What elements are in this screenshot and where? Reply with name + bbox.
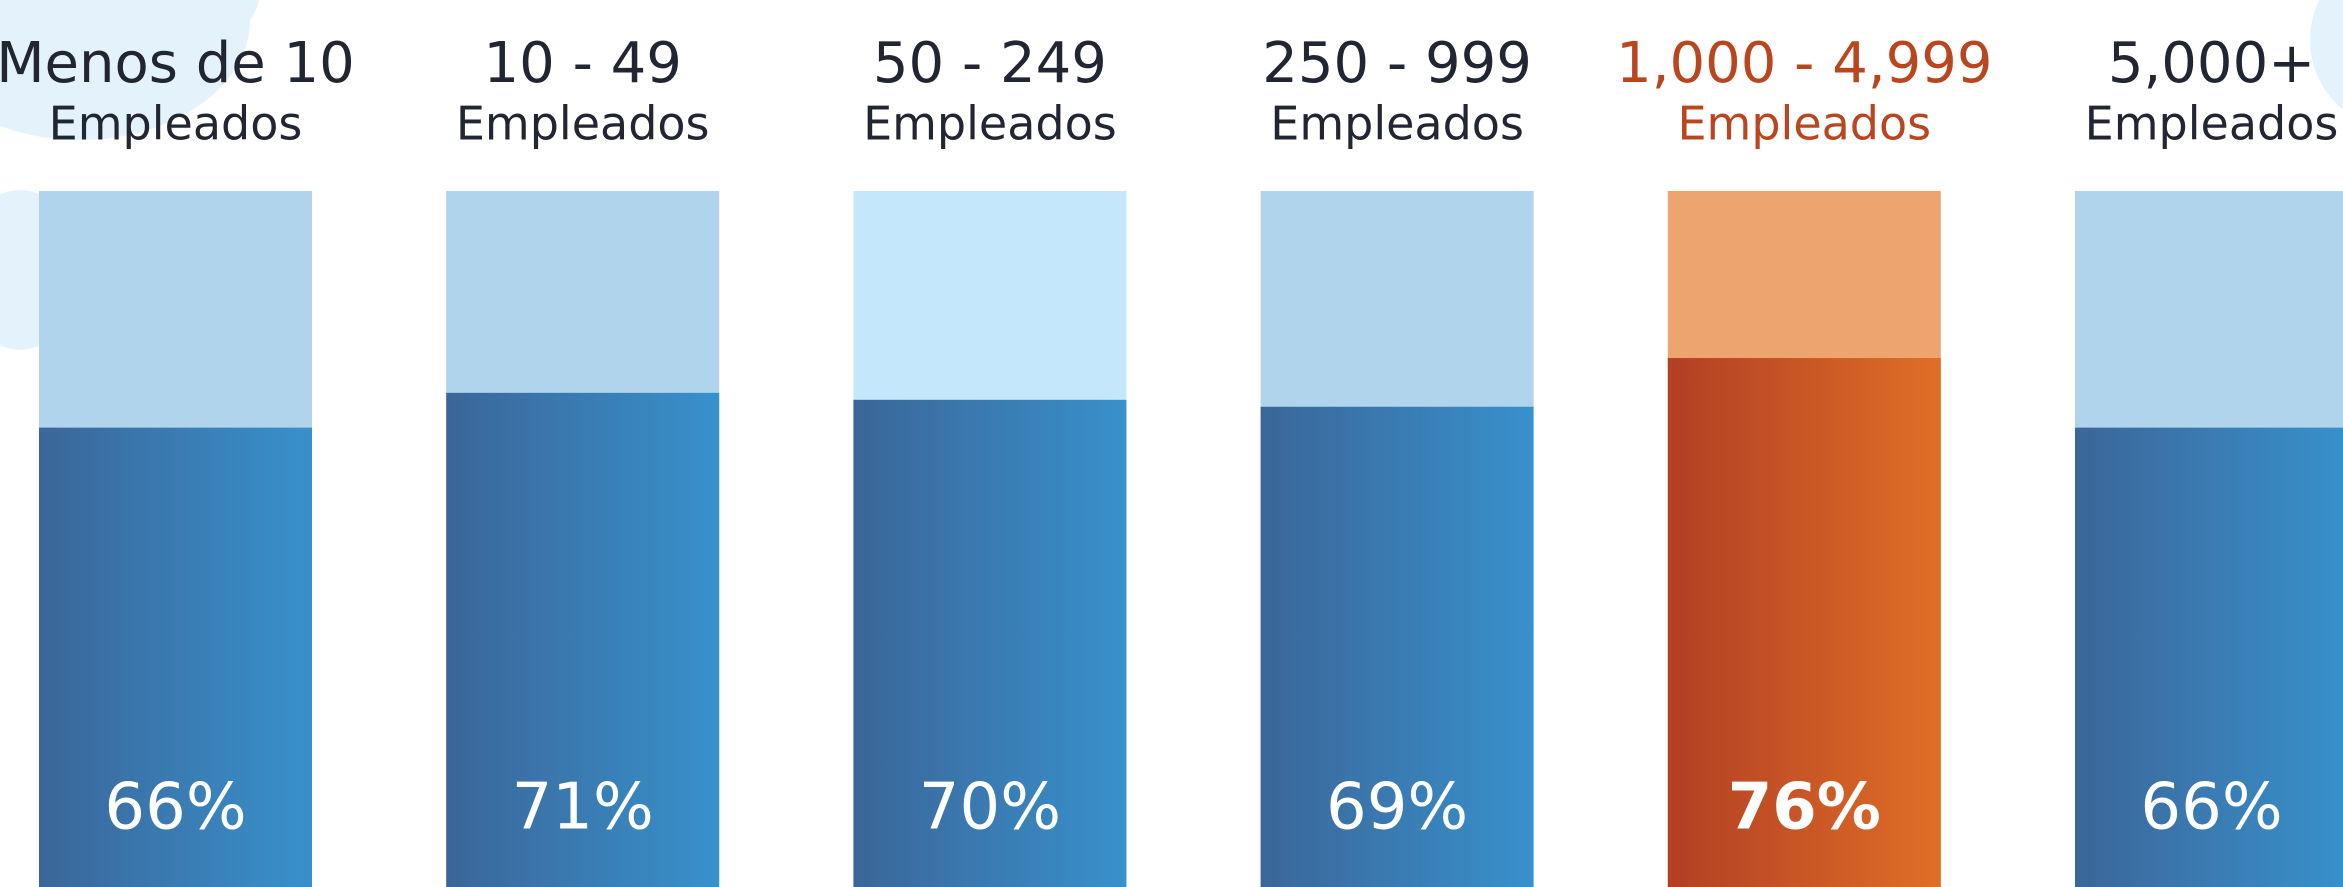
- decor-blob: [2310, 0, 2343, 110]
- value-label: 66%: [2140, 771, 2282, 845]
- bar: [2075, 427, 2343, 887]
- decor-blob: [161, 0, 259, 40]
- category-label: 1,000 - 4,999: [1616, 31, 1992, 96]
- value-label: 66%: [104, 771, 246, 845]
- value-label: 76%: [1728, 771, 1881, 845]
- category-sublabel: Empleados: [456, 97, 710, 151]
- category-label: 5,000+: [2108, 31, 2315, 96]
- category-sublabel: Empleados: [1677, 97, 1931, 151]
- value-label: 71%: [512, 771, 654, 845]
- category-label: 50 - 249: [873, 31, 1107, 96]
- value-label: 69%: [1326, 771, 1468, 845]
- category-label: Menos de 10: [0, 31, 355, 96]
- decor-blob: [0, 0, 250, 140]
- category-sublabel: Empleados: [863, 97, 1117, 151]
- bar: [39, 427, 312, 887]
- category-label: 250 - 999: [1262, 31, 1532, 96]
- category-label: 10 - 49: [484, 31, 682, 96]
- category-sublabel: Empleados: [1270, 97, 1524, 151]
- bar: [1260, 406, 1534, 887]
- bar: [853, 399, 1127, 887]
- bar: [446, 392, 720, 887]
- bar: [1667, 358, 1941, 887]
- category-sublabel: Empleados: [49, 97, 303, 151]
- value-label: 70%: [919, 771, 1061, 845]
- category-sublabel: Empleados: [2085, 97, 2339, 151]
